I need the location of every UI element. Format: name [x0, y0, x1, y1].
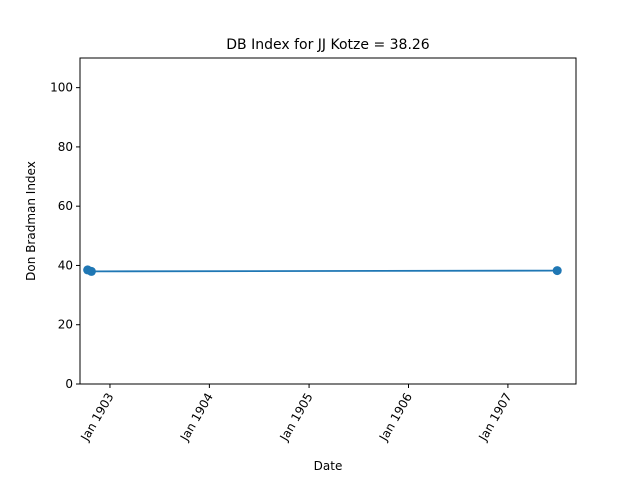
x-axis-label: Date	[314, 459, 343, 473]
y-tick-label: 100	[50, 81, 73, 95]
chart-title: DB Index for JJ Kotze = 38.26	[226, 37, 430, 53]
y-axis-label: Don Bradman Index	[24, 161, 38, 281]
data-point	[86, 266, 96, 276]
y-tick-label: 20	[58, 318, 73, 332]
data-point	[552, 266, 562, 276]
y-tick-label: 0	[65, 377, 73, 391]
plot-area-frame	[79, 57, 577, 385]
y-tick-label: 80	[58, 140, 73, 154]
y-tick-label: 60	[58, 199, 73, 213]
y-tick-label: 40	[58, 258, 73, 272]
